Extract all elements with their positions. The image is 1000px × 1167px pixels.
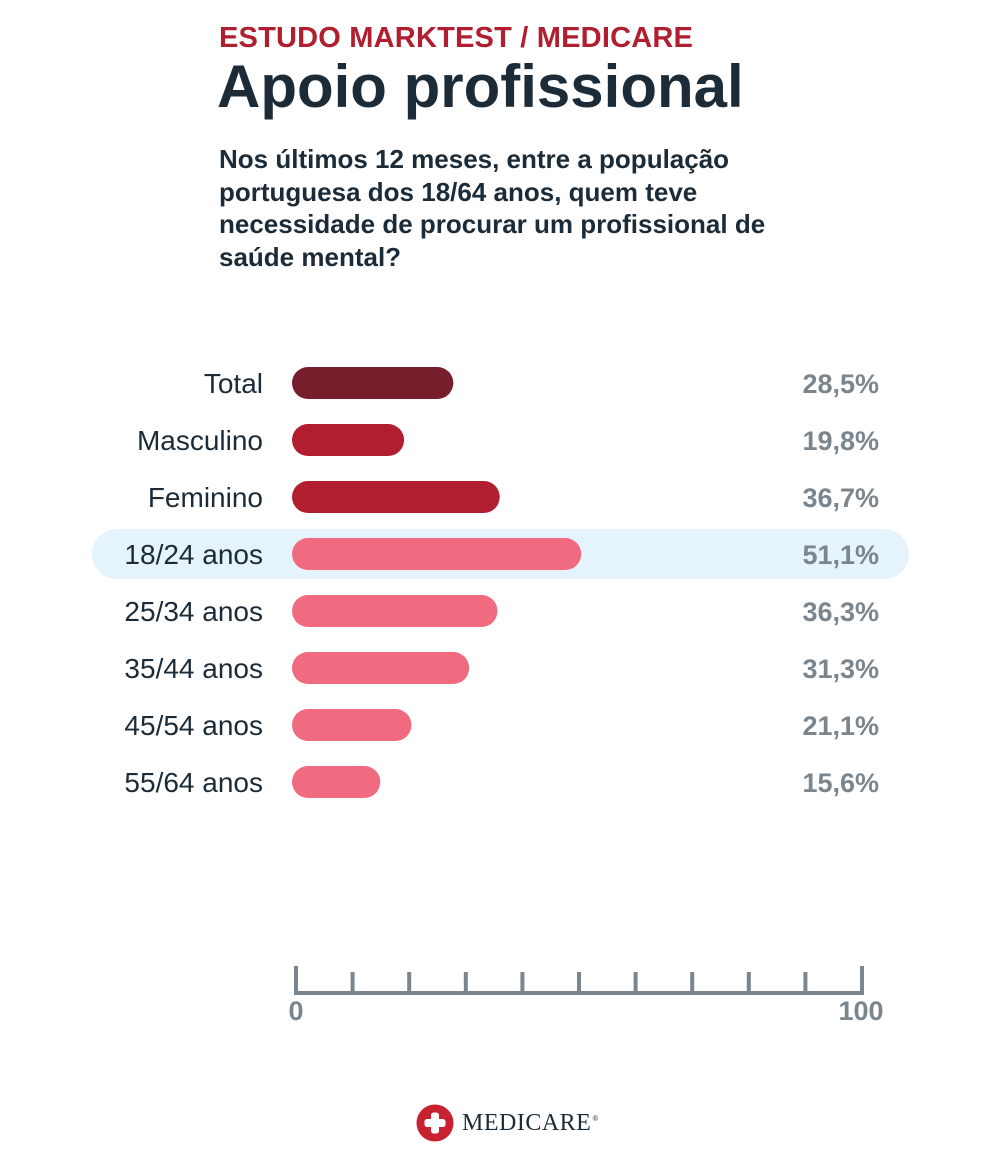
- page-title: Apoio profissional: [217, 53, 744, 120]
- value-label-total: 28,5%: [802, 369, 879, 399]
- bar-55-64-anos: [292, 766, 381, 798]
- bar-25-34-anos: [292, 595, 498, 627]
- x-axis: 0 100: [288, 966, 884, 1026]
- kicker: ESTUDO MARKTEST / MEDICARE: [219, 22, 694, 54]
- category-label-total: Total: [204, 368, 263, 399]
- bar-feminino: [292, 481, 500, 513]
- category-label-45-54-anos: 45/54 anos: [124, 710, 263, 741]
- category-label-25-34-anos: 25/34 anos: [124, 596, 263, 627]
- category-label-feminino: Feminino: [148, 482, 263, 513]
- value-label-masculino: 19,8%: [802, 426, 879, 456]
- value-label-feminino: 36,7%: [802, 483, 879, 513]
- value-label-35-44-anos: 31,3%: [802, 654, 879, 684]
- value-label-25-34-anos: 36,3%: [802, 597, 879, 627]
- registered-mark: ®: [592, 1113, 599, 1123]
- bar-total: [292, 367, 454, 399]
- value-label-18-24-anos: 51,1%: [802, 540, 879, 570]
- cross-icon: [416, 1104, 454, 1142]
- category-label-masculino: Masculino: [137, 425, 263, 456]
- bar-masculino: [292, 424, 405, 456]
- brand-name: MEDICARE®: [462, 1109, 599, 1136]
- value-label-55-64-anos: 15,6%: [802, 768, 879, 798]
- category-label-35-44-anos: 35/44 anos: [124, 653, 263, 684]
- subtitle: Nos últimos 12 meses, entre a população …: [219, 144, 766, 272]
- bar-layer: Total 28,5% Masculino 19,8% Feminino 36,7% 18/…: [124, 367, 879, 798]
- category-label-18-24-anos: 18/24 anos: [124, 539, 263, 570]
- bar-45-54-anos: [292, 709, 412, 741]
- brand-logo: MEDICARE®: [416, 1103, 599, 1143]
- bar-35-44-anos: [292, 652, 470, 684]
- tick-label-100: 100: [838, 996, 883, 1026]
- bar-18-24-anos: [292, 538, 582, 570]
- category-label-55-64-anos: 55/64 anos: [124, 767, 263, 798]
- value-label-45-54-anos: 21,1%: [802, 711, 879, 741]
- tick-label-0: 0: [288, 996, 303, 1026]
